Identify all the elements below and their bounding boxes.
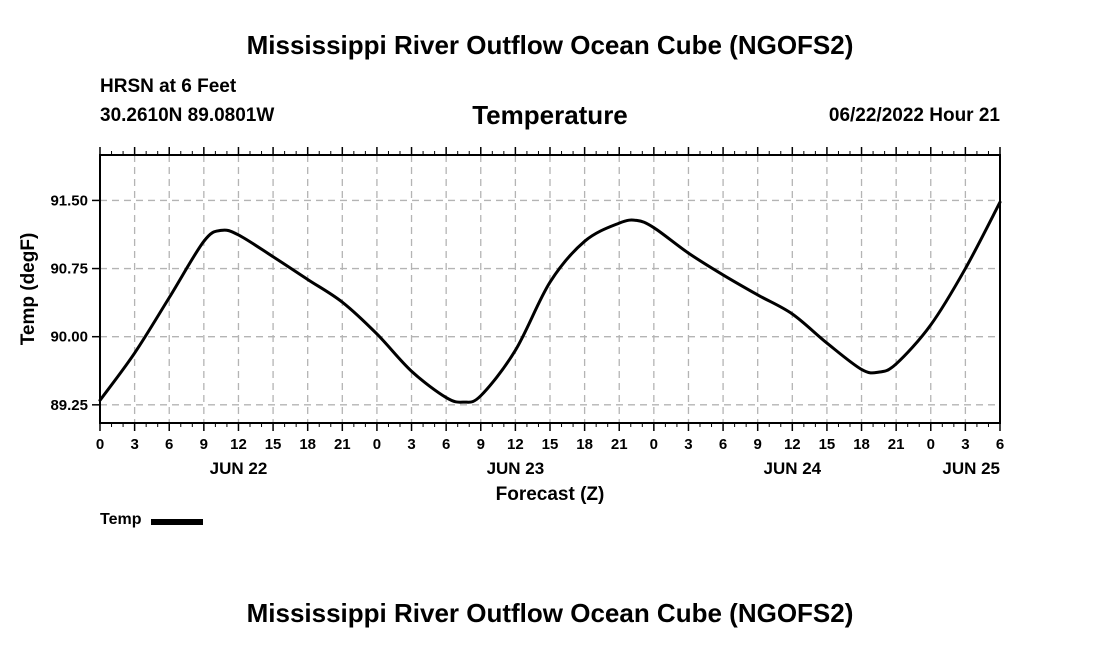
x-tick-label: 15 [265, 436, 282, 453]
x-tick-label: 21 [334, 436, 351, 453]
x-tick-label: 6 [165, 436, 173, 453]
x-tick-label: 21 [888, 436, 905, 453]
chart-subtitle: Temperature [472, 100, 628, 130]
x-tick-label: 12 [507, 436, 524, 453]
x-tick-label: 0 [650, 436, 658, 453]
axis-labels: 0 3 6 9 12 15 18 21 0 3 6 9 12 15 18 21 0 3 6 9 12 15 18 21 0 3 6 8… [18, 192, 1004, 505]
y-tick-label: 91.50 [50, 192, 88, 209]
x-tick-label: 12 [784, 436, 801, 453]
main-title: Mississippi River Outflow Ocean Cube (NG… [246, 30, 854, 60]
x-tick-label: 18 [853, 436, 870, 453]
y-axis-label: Temp (degF) [18, 233, 39, 346]
footer-title: Mississippi River Outflow Ocean Cube (NG… [246, 598, 854, 628]
x-tick-label: 15 [542, 436, 559, 453]
y-tick-label: 90.75 [50, 261, 88, 278]
station-coordinates: 30.2610N 89.0801W [100, 105, 275, 126]
series-layer [98, 200, 1002, 404]
day-label: JUN 25 [942, 459, 1000, 478]
x-tick-label: 9 [200, 436, 208, 453]
day-label: JUN 24 [763, 459, 821, 478]
day-label: JUN 23 [487, 459, 545, 478]
forecast-time: 06/22/2022 Hour 21 [828, 105, 1000, 126]
x-tick-label: 6 [996, 436, 1004, 453]
x-tick-label: 3 [961, 436, 969, 453]
x-tick-label: 9 [754, 436, 762, 453]
x-axis-label: Forecast (Z) [496, 484, 605, 505]
x-tick-label: 0 [96, 436, 104, 453]
grid-lines [100, 155, 1000, 423]
x-tick-label: 6 [719, 436, 727, 453]
x-tick-label: 9 [477, 436, 485, 453]
legend: Temp [100, 509, 204, 531]
x-tick-label: 18 [299, 436, 316, 453]
x-tick-label: 15 [819, 436, 836, 453]
x-tick-label: 12 [230, 436, 247, 453]
x-tick-label: 0 [927, 436, 935, 453]
series-line-temp [98, 200, 1002, 404]
x-tick-label: 21 [611, 436, 628, 453]
x-tick-label: 18 [576, 436, 593, 453]
legend-label-temp: Temp [100, 511, 142, 528]
x-tick-label: 3 [407, 436, 415, 453]
x-tick-label: 3 [130, 436, 138, 453]
y-tick-label: 90.00 [50, 329, 88, 346]
y-tick-label: 89.25 [50, 397, 88, 414]
x-tick-label: 3 [684, 436, 692, 453]
station-name: HRSN at 6 Feet [100, 76, 237, 97]
tick-marks [92, 147, 1001, 431]
day-label: JUN 22 [210, 459, 268, 478]
legend-swatch-temp [151, 518, 204, 525]
x-tick-label: 0 [373, 436, 381, 453]
x-tick-label: 6 [442, 436, 450, 453]
